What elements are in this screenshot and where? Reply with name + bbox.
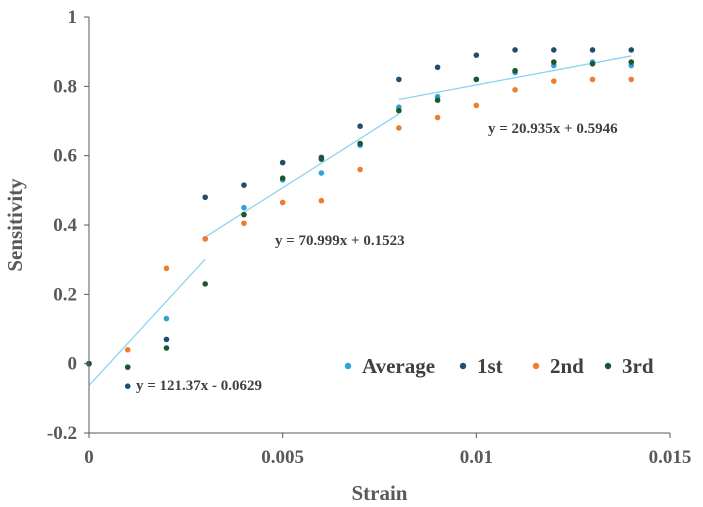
- point-2nd: [279, 199, 286, 206]
- point-1st: [241, 182, 247, 188]
- y-tick-label: -0.2: [47, 423, 77, 444]
- legend-marker-3rd: [604, 362, 612, 370]
- x-tick-label: 0: [84, 447, 94, 468]
- point-3rd: [512, 67, 518, 74]
- point-3rd: [434, 97, 441, 103]
- x-tick-label: 0.005: [261, 447, 304, 468]
- legend-marker-2nd: [532, 362, 540, 370]
- point-2nd: [318, 197, 325, 204]
- legend-label-3rd: 3rd: [622, 354, 654, 378]
- trendline-equation-1: y = 121.37x - 0.0629: [136, 378, 262, 394]
- point-2nd: [589, 76, 596, 83]
- point-1st: [396, 76, 402, 83]
- data-points: [86, 47, 635, 390]
- point-1st: [357, 123, 363, 129]
- point-1st: [473, 52, 480, 58]
- point-1st: [124, 383, 131, 390]
- legend-marker-1st: [459, 362, 467, 370]
- legend-label-average: Average: [362, 354, 435, 378]
- point-average: [241, 204, 247, 211]
- point-1st: [202, 194, 208, 201]
- point-2nd: [473, 102, 480, 109]
- trendline-equations: y = 121.37x - 0.0629 y = 70.999x + 0.1523…: [136, 121, 618, 394]
- point-2nd: [357, 166, 363, 173]
- point-2nd: [163, 265, 170, 272]
- point-3rd: [473, 76, 480, 83]
- point-2nd: [124, 347, 131, 353]
- legend: Average 1st 2nd 3rd: [344, 354, 654, 378]
- y-tick-label: 0.6: [53, 146, 77, 167]
- point-1st: [628, 47, 635, 53]
- point-1st: [551, 47, 557, 53]
- axes: [84, 16, 671, 438]
- trendline-equation-3: y = 20.935x + 0.5946: [488, 121, 618, 137]
- legend-label-2nd: 2nd: [550, 354, 584, 378]
- y-tick-label: 1: [68, 7, 78, 28]
- point-3rd: [318, 156, 325, 162]
- point-1st: [589, 47, 596, 53]
- point-3rd: [551, 59, 557, 65]
- point-3rd: [396, 107, 402, 114]
- x-tick-label: 0.01: [460, 447, 493, 468]
- x-tick-label: 0.015: [649, 447, 692, 468]
- y-axis-title: Sensitivity: [3, 178, 27, 272]
- point-1st: [279, 159, 286, 166]
- y-tick-label: 0: [68, 354, 78, 375]
- point-average: [318, 170, 325, 176]
- trendline-1: [88, 258, 206, 386]
- point-2nd: [628, 76, 635, 83]
- y-tick-label: 0.8: [53, 76, 77, 97]
- y-tick-label: 0.4: [53, 215, 77, 236]
- point-3rd: [241, 211, 247, 218]
- point-3rd: [589, 61, 596, 67]
- legend-label-1st: 1st: [477, 354, 503, 378]
- point-average: [163, 315, 170, 322]
- point-1st: [434, 64, 441, 71]
- point-3rd: [357, 140, 363, 147]
- point-1st: [512, 47, 518, 53]
- point-1st: [163, 336, 170, 343]
- trendline-equation-2: y = 70.999x + 0.1523: [275, 233, 405, 249]
- point-2nd: [551, 78, 557, 84]
- trendline-3: [398, 55, 632, 101]
- legend-marker-average: [344, 362, 352, 370]
- point-3rd: [163, 345, 170, 351]
- trendlines: [88, 55, 632, 386]
- point-3rd: [124, 364, 131, 370]
- tick-labels: -0.2 0 0.2 0.4 0.6 0.8 1 0 0.005 0.01 0.015: [47, 7, 691, 468]
- x-axis-title: Strain: [351, 481, 407, 505]
- point-2nd: [512, 87, 518, 93]
- trendline-2: [204, 113, 400, 238]
- point-2nd: [241, 220, 247, 227]
- point-2nd: [434, 114, 441, 121]
- point-3rd: [202, 281, 208, 287]
- point-3rd: [279, 175, 286, 181]
- point-2nd: [202, 236, 208, 242]
- point-3rd: [628, 59, 635, 65]
- y-tick-label: 0.2: [53, 284, 77, 305]
- point-2nd: [396, 125, 402, 131]
